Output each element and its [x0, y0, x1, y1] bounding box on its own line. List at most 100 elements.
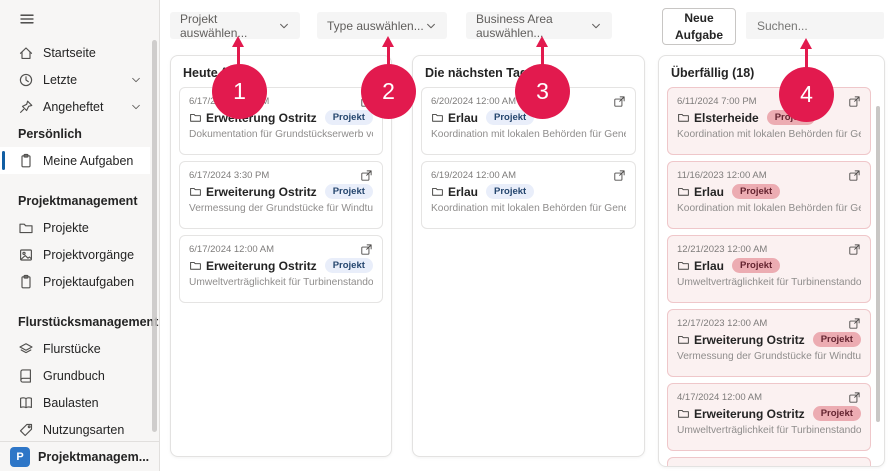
card-type-badge: Projekt — [486, 110, 535, 125]
card-description: Koordination mit lokalen Behörden für Ge… — [677, 129, 861, 140]
folder-icon — [678, 409, 689, 418]
type-filter-dropdown[interactable]: Type auswählen... — [317, 12, 447, 39]
sidebar-scrollbar[interactable] — [152, 40, 157, 432]
sidebar-item-projektvorgange[interactable]: Projektvorgänge — [0, 241, 150, 268]
chevron-down-icon[interactable] — [130, 74, 142, 86]
sidebar-section-personlich: Persönlich — [18, 126, 82, 141]
annotation-arrowhead-2 — [382, 36, 394, 47]
openbook-icon — [20, 396, 32, 408]
sidebar-item-nutzungsarten[interactable]: Nutzungsarten — [0, 416, 150, 443]
sidebar-item-label: Projektvorgänge — [43, 247, 135, 262]
card-due-date: 6/17/2024 3:30 PM — [189, 169, 270, 181]
annotation-arrowhead-1 — [232, 36, 244, 47]
task-card[interactable]: 4/17/2024 12:00 AM Erweiterung Ostritz Pro… — [667, 383, 871, 451]
topbar: Projekt auswählen... Type auswählen... B… — [160, 0, 891, 55]
annotation-arrow-1 — [237, 46, 240, 67]
task-card[interactable]: 11/16/2023 12:00 AM Erlau Projekt Koordinat… — [667, 161, 871, 229]
folder-icon — [190, 187, 201, 196]
sidebar-item-letzte[interactable]: Letzte — [0, 66, 150, 93]
card-type-badge: Projekt — [732, 184, 781, 199]
sidebar-item-meine-aufgaben[interactable]: Meine Aufgaben — [0, 147, 150, 174]
task-card[interactable]: 6/11/2024 7:00 PMElsterheideProjektKoord… — [667, 87, 871, 155]
folder-icon — [678, 335, 689, 344]
card-description: Koordination mit lokalen Behörden für Ge… — [431, 129, 626, 140]
annotation-arrow-4 — [805, 48, 808, 69]
annotation-step-1: 1 — [212, 64, 267, 119]
annotation-arrowhead-3 — [536, 36, 548, 47]
card-type-badge: Projekt — [324, 258, 373, 273]
card-description: Umweltverträglichkeit für Turbinenstando… — [189, 277, 373, 288]
column-scrollbar[interactable] — [876, 106, 880, 422]
new-task-button[interactable]: Neue Aufgabe — [662, 8, 736, 45]
card-project-name: Erweiterung Ostritz — [206, 184, 317, 199]
open-record-icon[interactable] — [613, 169, 626, 182]
open-record-icon[interactable] — [848, 391, 861, 404]
sidebar-footer[interactable]: P Projektmanagem... — [0, 441, 159, 471]
task-card-partial[interactable] — [667, 457, 871, 468]
card-type-badge: Projekt — [812, 406, 861, 421]
open-record-icon[interactable] — [613, 95, 626, 108]
card-type-badge: Projekt — [324, 110, 373, 125]
sidebar-item-baulasten[interactable]: Baulasten — [0, 389, 150, 416]
folder-icon — [190, 261, 201, 270]
card-due-date: 11/16/2023 12:00 AM — [677, 169, 767, 181]
card-project-name: Erweiterung Ostritz — [694, 406, 805, 421]
hamburger-button[interactable] — [0, 0, 159, 32]
sidebar-item-projekte[interactable]: Projekte — [0, 214, 150, 241]
folder-icon — [19, 223, 33, 233]
sidebar-item-angeheftet[interactable]: Angeheftet — [0, 93, 150, 120]
card-description: Vermessung der Grundstücke für Windturbi… — [677, 351, 861, 362]
sidebar-item-label: Letzte — [43, 72, 78, 87]
annotation-arrow-2 — [387, 46, 390, 67]
board-column-uberfallig-18: Überfällig (18) 6/11/2024 7:00 PM Elsterhe… — [658, 55, 885, 467]
card-due-date: 12/21/2023 12:00 AM — [677, 243, 768, 255]
card-type-badge: Projekt — [812, 332, 861, 347]
task-card[interactable]: 12/21/2023 12:00 AM Erlau Projekt Umweltver… — [667, 235, 871, 303]
task-card[interactable]: 6/17/2024 3:30 PM Erweiterung Ostritz Proj… — [179, 161, 383, 229]
open-record-icon[interactable] — [848, 95, 861, 108]
chevron-down-icon — [592, 23, 600, 28]
card-project-name: Erlau — [448, 110, 479, 125]
search-input[interactable] — [746, 12, 884, 39]
annotation-step-4: 4 — [779, 67, 834, 122]
sidebar-item-flurstucke[interactable]: Flurstücke — [0, 335, 150, 362]
open-record-icon[interactable] — [848, 317, 861, 330]
task-card[interactable]: 12/17/2023 12:00 AM Erweiterung Ostritz Pr… — [667, 309, 871, 377]
column-title: Heute (3) — [183, 66, 237, 80]
folder-icon — [678, 187, 689, 196]
home-icon — [19, 46, 33, 59]
chevron-down-icon — [427, 23, 435, 28]
card-description: Koordination mit lokalen Behörden für Ge… — [431, 203, 626, 214]
sidebar-item-label: Flurstücke — [43, 341, 101, 356]
open-record-icon[interactable] — [360, 169, 373, 182]
sidebar-item-grundbuch[interactable]: Grundbuch — [0, 362, 150, 389]
folder-icon — [432, 187, 443, 196]
book-icon — [20, 368, 31, 383]
card-type-badge: Projekt — [486, 184, 535, 199]
open-record-icon[interactable] — [848, 169, 861, 182]
project-filter-label: Projekt auswählen... — [180, 11, 248, 40]
project-filter-dropdown[interactable]: Projekt auswählen... — [170, 11, 300, 40]
card-due-date: 4/17/2024 12:00 AM — [677, 391, 763, 403]
clock-icon — [19, 73, 33, 86]
task-card[interactable]: 6/17/2024 12:00 AM Erweiterung Ostritz Pro… — [179, 235, 383, 303]
folder-icon — [678, 261, 689, 270]
chevron-down-icon[interactable] — [130, 101, 142, 113]
open-record-icon[interactable] — [848, 465, 861, 468]
open-record-icon[interactable] — [360, 243, 373, 256]
card-due-date: 6/17/2024 12:00 AM — [189, 243, 275, 255]
task-card[interactable]: 6/19/2024 12:00 AM Erlau Projekt Koordinati… — [421, 161, 636, 229]
business-area-filter-dropdown[interactable]: Business Area auswählen... — [466, 12, 612, 40]
sidebar-item-label: Angeheftet — [43, 99, 104, 114]
open-record-icon[interactable] — [848, 243, 861, 256]
clipboard-icon — [21, 274, 31, 288]
sidebar-item-startseite[interactable]: Startseite — [0, 39, 150, 66]
folder-icon — [432, 113, 443, 122]
app-area-label: Projektmanagem... — [38, 449, 150, 464]
card-due-date: 6/11/2024 7:00 PM — [677, 95, 757, 107]
card-project-name: Erlau — [694, 258, 725, 273]
sidebar-item-label: Meine Aufgaben — [43, 153, 134, 168]
sidebar-item-projektaufgaben[interactable]: Projektaufgaben — [0, 268, 150, 295]
card-project-name: Elsterheide — [694, 110, 759, 125]
